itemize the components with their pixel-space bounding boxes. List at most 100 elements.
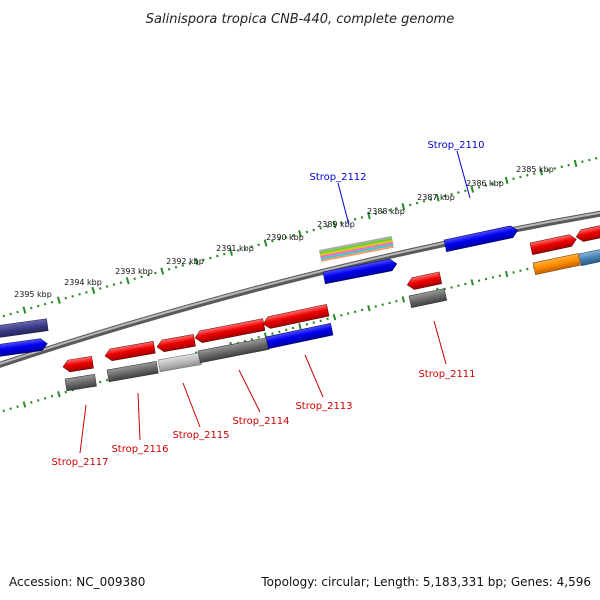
scale-minor-tick bbox=[498, 274, 502, 277]
scale-minor-tick bbox=[105, 378, 109, 382]
scale-major-tick bbox=[470, 279, 474, 286]
scale-minor-tick bbox=[546, 168, 550, 172]
scale-tick-label: 2388 kbp bbox=[367, 207, 405, 216]
scale-tick-label: 2394 kbp bbox=[64, 278, 102, 287]
gene-arrow[interactable] bbox=[194, 318, 266, 344]
scale-minor-tick bbox=[491, 276, 495, 279]
scale-minor-tick bbox=[64, 390, 68, 394]
scale-minor-tick bbox=[271, 239, 274, 243]
scale-major-tick bbox=[367, 305, 371, 312]
scale-major-tick bbox=[401, 203, 406, 211]
gene-box[interactable] bbox=[64, 374, 97, 392]
scale-minor-tick bbox=[319, 319, 322, 323]
scale-major-tick bbox=[22, 306, 27, 314]
gene-box[interactable] bbox=[408, 288, 448, 309]
gene-arrow[interactable] bbox=[443, 225, 519, 253]
scale-minor-tick bbox=[450, 286, 453, 289]
scale-track-outer bbox=[2, 157, 598, 318]
gene-box[interactable] bbox=[265, 322, 334, 350]
gene-arrow[interactable] bbox=[262, 303, 330, 329]
scale-minor-tick bbox=[422, 200, 426, 203]
scale-minor-tick bbox=[353, 217, 357, 221]
scale-major-tick bbox=[332, 220, 337, 229]
scale-tick-labels: 2395 kbp 2394 kbp 2393 kbp 2392 kbp 2391 kbp… bbox=[14, 165, 554, 299]
gene-label[interactable]: Strop_2117 bbox=[51, 457, 108, 468]
scale-minor-tick bbox=[112, 283, 116, 286]
scale-minor-tick bbox=[484, 277, 488, 281]
feature-track-forward bbox=[0, 222, 600, 358]
scale-minor-tick bbox=[395, 207, 398, 210]
scale-tick-label: 2389 kbp bbox=[317, 220, 355, 229]
gene-arrow[interactable] bbox=[156, 334, 196, 353]
scale-minor-tick bbox=[326, 317, 329, 321]
scale-minor-tick bbox=[64, 296, 68, 300]
gene-arrow[interactable] bbox=[104, 341, 156, 362]
scale-minor-tick bbox=[395, 299, 398, 303]
scale-minor-tick bbox=[98, 380, 102, 384]
scale-minor-tick bbox=[512, 271, 515, 274]
scale-minor-tick bbox=[526, 173, 529, 177]
label-leader-line bbox=[238, 369, 261, 413]
scale-minor-tick bbox=[105, 285, 109, 288]
gene-label[interactable]: Strop_2114 bbox=[232, 416, 289, 427]
gene-box[interactable] bbox=[157, 352, 202, 373]
gene-label[interactable]: Strop_2112 bbox=[309, 172, 366, 183]
scale-minor-tick bbox=[36, 304, 40, 308]
gene-box[interactable] bbox=[532, 253, 581, 276]
scale-tick-label: 2392 kbp bbox=[166, 257, 204, 266]
scale-major-tick bbox=[160, 267, 165, 275]
scale-minor-tick bbox=[526, 267, 529, 271]
scale-tick-label: 2385 kbp bbox=[516, 165, 554, 174]
gene-box[interactable] bbox=[106, 361, 159, 383]
scale-minor-tick bbox=[491, 182, 495, 186]
scale-minor-tick bbox=[243, 247, 247, 250]
scale-minor-tick bbox=[498, 180, 502, 184]
scale-minor-tick bbox=[278, 330, 281, 334]
gene-box[interactable] bbox=[0, 318, 49, 339]
gene-arrow[interactable] bbox=[322, 258, 398, 285]
scale-minor-tick bbox=[305, 323, 309, 326]
scale-minor-tick bbox=[312, 228, 316, 232]
scale-tick-label: 2386 kbp bbox=[466, 179, 504, 188]
gene-arrow[interactable] bbox=[0, 338, 48, 358]
scale-minor-tick bbox=[346, 312, 350, 315]
gene-arrow[interactable] bbox=[529, 233, 577, 256]
scale-major-tick bbox=[91, 286, 96, 295]
scale-major-tick bbox=[125, 277, 130, 285]
scale-minor-tick bbox=[167, 267, 171, 271]
gene-label[interactable]: Strop_2111 bbox=[418, 369, 475, 380]
scale-minor-tick bbox=[374, 305, 378, 308]
scale-minor-tick bbox=[202, 258, 205, 262]
label-leader-line bbox=[304, 354, 324, 398]
scale-minor-tick bbox=[581, 160, 584, 164]
scale-minor-tick bbox=[464, 189, 467, 193]
gene-label[interactable]: Strop_2113 bbox=[295, 401, 352, 412]
scale-minor-tick bbox=[464, 282, 467, 286]
scale-minor-tick bbox=[360, 216, 364, 219]
scale-minor-tick bbox=[381, 303, 384, 307]
gene-arrow[interactable] bbox=[62, 356, 94, 373]
scale-minor-tick bbox=[512, 177, 515, 181]
scale-minor-tick bbox=[43, 302, 47, 306]
scale-minor-tick bbox=[50, 300, 54, 304]
scale-minor-tick bbox=[408, 203, 412, 207]
label-leader-line bbox=[79, 404, 87, 454]
scale-minor-tick bbox=[147, 273, 150, 277]
map-title: Salinispora tropica CNB-440, complete ge… bbox=[146, 12, 454, 27]
gene-arrow[interactable] bbox=[575, 222, 600, 243]
gene-label[interactable]: Strop_2115 bbox=[172, 430, 229, 441]
scale-minor-tick bbox=[567, 163, 570, 167]
scale-minor-tick bbox=[457, 284, 460, 288]
scale-minor-tick bbox=[188, 262, 192, 265]
scale-minor-tick bbox=[85, 291, 88, 294]
gene-box[interactable] bbox=[578, 247, 600, 267]
label-leader-line bbox=[137, 392, 141, 441]
scale-tick-label: 2393 kbp bbox=[115, 267, 153, 276]
gene-label[interactable]: Strop_2116 bbox=[111, 444, 168, 455]
scale-minor-tick bbox=[133, 277, 136, 281]
scale-minor-tick bbox=[250, 337, 254, 341]
scale-minor-tick bbox=[560, 165, 564, 169]
gene-arrow[interactable] bbox=[406, 271, 443, 291]
gene-label[interactable]: Strop_2110 bbox=[427, 140, 484, 151]
